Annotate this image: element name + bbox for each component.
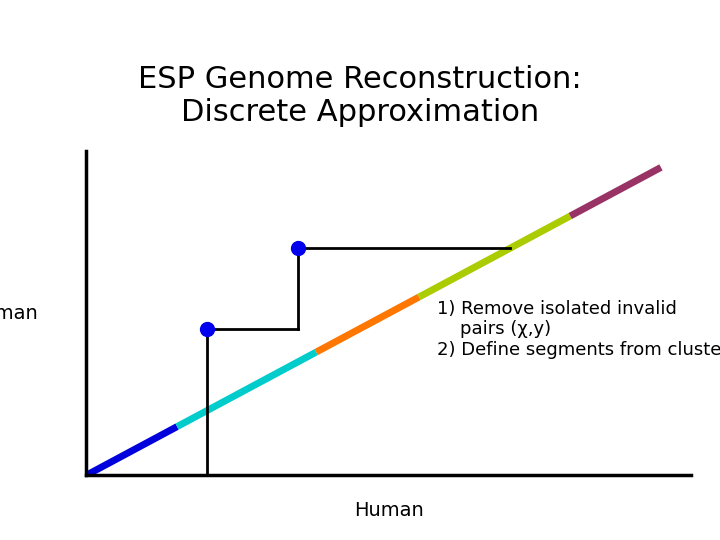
Point <box>292 244 304 253</box>
Point <box>202 325 213 334</box>
Text: Human: Human <box>354 501 423 520</box>
Text: 1) Remove isolated invalid
    pairs (χ,y)
2) Define segments from clusters: 1) Remove isolated invalid pairs (χ,y) 2… <box>437 300 720 359</box>
Text: ESP Genome Reconstruction:
Discrete Approximation: ESP Genome Reconstruction: Discrete Appr… <box>138 65 582 127</box>
Text: Human: Human <box>0 303 38 323</box>
